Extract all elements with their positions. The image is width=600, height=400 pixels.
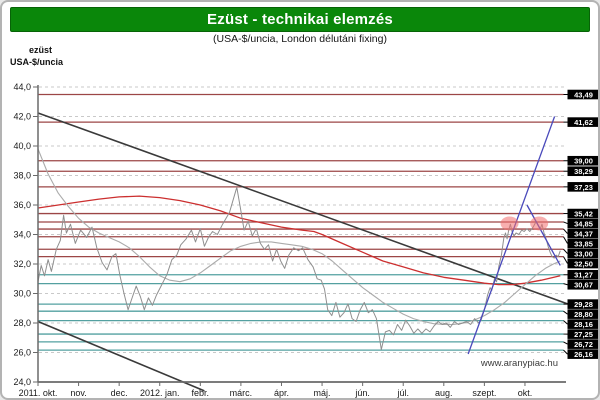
price-level-label-box — [567, 155, 598, 166]
price-label-leader — [563, 341, 568, 345]
price-level-label-box — [567, 89, 598, 100]
price-level-label-box — [567, 309, 598, 319]
price-level-label: 28,80 — [574, 310, 593, 319]
price-label-leader — [563, 320, 568, 325]
price-label-leader — [563, 283, 568, 286]
trendline-correction-line — [526, 204, 561, 266]
price-series-line — [37, 186, 561, 351]
x-tick-label: ápr. — [274, 388, 289, 398]
x-tick-label: márc. — [230, 388, 253, 398]
price-level-label-box — [567, 339, 598, 349]
price-level-label: 30,67 — [574, 281, 593, 290]
x-tick-label: 2012. jan. — [140, 388, 180, 398]
y-tick-label: 30,0 — [13, 289, 31, 299]
price-level-label-box — [567, 319, 598, 329]
x-tick-label: 2011. okt. — [19, 388, 58, 398]
price-label-leader — [563, 221, 568, 225]
page-title: Ezüst - technikai elemzés — [207, 11, 393, 28]
ma-slow-line — [37, 195, 561, 286]
price-level-label: 33,85 — [574, 239, 593, 248]
price-level-label: 43,49 — [574, 90, 593, 99]
price-level-label: 34,85 — [574, 219, 593, 228]
x-tick-label: máj. — [314, 388, 331, 398]
x-tick-label: szept. — [472, 388, 496, 398]
price-label-leader — [563, 236, 568, 244]
price-level-label-box — [567, 228, 598, 239]
y-tick-label: 42,0 — [13, 112, 31, 122]
x-tick-label: júl. — [396, 388, 409, 398]
y-axis-title: ezüst USA-$/uncia — [10, 44, 63, 68]
price-label-leader — [563, 248, 568, 254]
x-tick-label: febr. — [192, 388, 210, 398]
y-tick-label: 38,0 — [13, 171, 31, 181]
price-label-leader — [563, 256, 568, 264]
price-label-leader — [563, 349, 568, 355]
price-level-label: 33,00 — [574, 249, 593, 258]
price-level-label-box — [567, 299, 598, 309]
price-level-label-box — [567, 218, 598, 229]
y-tick-label: 26,0 — [13, 348, 31, 358]
watermark: www.aranypiac.hu — [480, 358, 558, 369]
chart-subtitle: (USA-$/uncia, London délutáni fixing) — [213, 33, 387, 45]
trendline-downtrend-major — [37, 112, 568, 305]
x-tick-label: nov. — [70, 388, 86, 398]
price-level-label-box — [567, 238, 598, 249]
price-level-label-box — [567, 258, 598, 269]
double-top-marker-2 — [530, 216, 549, 231]
price-level-label-box — [567, 248, 598, 259]
price-level-label-box — [567, 329, 598, 339]
price-level-label-box — [567, 279, 598, 290]
y-axis-title-line1: ezüst — [29, 45, 53, 55]
x-tick-label: aug. — [435, 388, 453, 398]
price-level-label: 31,27 — [574, 271, 593, 280]
price-level-label-box — [567, 208, 598, 219]
y-tick-label: 40,0 — [13, 141, 31, 151]
trendline-uptrend-steep — [467, 116, 556, 355]
price-level-label: 34,37 — [574, 229, 593, 238]
title-bar: Ezüst - technikai elemzés — [10, 7, 590, 32]
price-level-label: 38,29 — [574, 167, 593, 176]
price-level-label: 37,23 — [574, 183, 593, 192]
price-level-label-box — [567, 269, 598, 280]
price-label-leader — [563, 310, 568, 315]
price-level-label-box — [567, 182, 598, 192]
price-level-label: 35,42 — [574, 209, 593, 218]
price-level-label-box — [567, 117, 598, 127]
price-label-leader — [563, 228, 568, 234]
x-tick-label: dec. — [111, 388, 128, 398]
y-tick-label: 36,0 — [13, 200, 31, 210]
y-tick-label: 34,0 — [13, 230, 31, 240]
y-tick-label: 44,0 — [13, 82, 31, 92]
x-tick-label: jún. — [354, 388, 370, 398]
price-level-label: 32,50 — [574, 259, 593, 268]
ma-fast-line — [37, 148, 561, 326]
price-level-label: 28,16 — [574, 320, 593, 329]
price-level-label: 26,72 — [574, 340, 593, 349]
trendline-downtrend-minor — [37, 320, 205, 392]
price-level-label: 26,16 — [574, 350, 593, 359]
price-level-label-box — [567, 349, 598, 359]
price-level-label: 29,28 — [574, 300, 593, 309]
x-tick-label: okt. — [518, 388, 533, 398]
y-axis-title-line2: USA-$/uncia — [10, 57, 64, 67]
y-tick-label: 28,0 — [13, 318, 31, 328]
y-tick-label: 32,0 — [13, 259, 31, 269]
price-level-label: 39,00 — [574, 157, 593, 166]
price-level-label: 41,62 — [574, 118, 593, 127]
double-top-marker-1 — [500, 216, 519, 231]
price-level-label-box — [567, 166, 598, 177]
y-tick-label: 24,0 — [13, 377, 31, 387]
price-level-label: 27,25 — [574, 330, 593, 339]
